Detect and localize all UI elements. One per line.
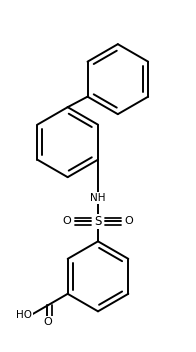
Text: NH: NH (90, 193, 106, 203)
Text: O: O (125, 216, 133, 226)
Text: O: O (63, 216, 71, 226)
Text: O: O (43, 317, 52, 327)
Text: HO: HO (16, 310, 33, 320)
Text: S: S (94, 215, 102, 228)
